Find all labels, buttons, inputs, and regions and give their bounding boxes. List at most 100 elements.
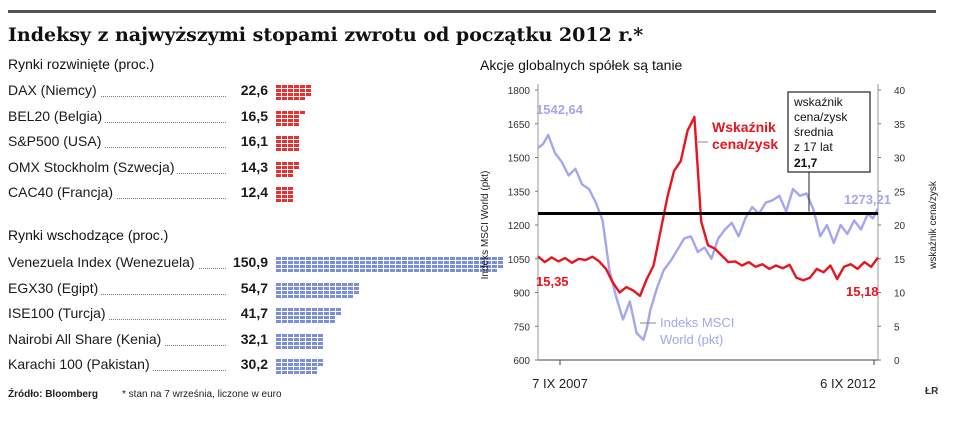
bar-cell <box>276 359 281 362</box>
bar-cell <box>276 93 281 96</box>
bar-cell <box>282 118 287 122</box>
bar-cell <box>378 257 383 260</box>
bar-cell <box>486 269 491 272</box>
bar-cell <box>480 269 485 272</box>
bar-cell <box>324 265 329 268</box>
bar-cell <box>282 173 287 177</box>
bar-cell <box>456 269 461 272</box>
bar-cell <box>312 312 317 315</box>
y-right-tick-label: 20 <box>894 221 906 232</box>
bar-cell <box>468 265 473 268</box>
developed-row: S&P500 (USA) 16,1 <box>0 133 470 153</box>
bar-cell <box>312 308 317 311</box>
bar-cell <box>390 265 395 268</box>
bar-cell <box>288 169 293 173</box>
bar-cell <box>354 257 359 260</box>
row-value: 30,2 <box>240 356 268 372</box>
bar-cell <box>288 320 293 323</box>
leader-dots <box>10 319 226 320</box>
bar-cell <box>330 320 335 323</box>
bar-cell <box>330 312 335 315</box>
bar-cell <box>306 286 311 290</box>
bar-cell <box>282 312 287 315</box>
bar-cell <box>306 290 311 294</box>
bar-cell <box>312 341 317 345</box>
bar-cell <box>282 199 287 202</box>
bar-cell <box>276 148 281 151</box>
bar-cell <box>300 290 305 294</box>
average-annotation-text: z 17 lat <box>794 140 833 154</box>
bar-cell <box>420 257 425 260</box>
bar-cell <box>282 320 287 323</box>
bar-cell <box>486 265 491 268</box>
bar-cell <box>462 261 467 264</box>
y-left-tick-label: 1050 <box>508 255 531 266</box>
bar-cell <box>324 316 329 319</box>
y-left-tick-label: 1650 <box>508 120 531 131</box>
bar-cell <box>288 140 293 143</box>
bar-cell <box>276 286 281 290</box>
bar-cell <box>306 316 311 319</box>
developed-row: CAC40 (Francja) 12,4 <box>0 184 470 204</box>
bar-cell <box>282 290 287 294</box>
bar-cell <box>486 257 491 260</box>
bar-cell <box>318 316 323 319</box>
bar-cell <box>408 265 413 268</box>
bar-cell <box>288 294 293 298</box>
y-right-tick-label: 5 <box>894 322 900 333</box>
bar-cell <box>342 269 347 272</box>
y-right-tick-label: 40 <box>894 86 906 97</box>
bar-cell <box>288 286 293 290</box>
bar-cell <box>276 118 281 122</box>
bar-cell <box>348 261 353 264</box>
bar-cell <box>282 195 287 198</box>
y-left-tick-label: 600 <box>513 356 530 367</box>
row-label: CAC40 (Francja) <box>8 184 117 200</box>
bar-cell <box>276 257 281 260</box>
bar-cell <box>468 257 473 260</box>
bar-cell <box>300 89 305 92</box>
bar-cell <box>276 89 281 92</box>
bar-cell <box>288 371 293 374</box>
row-value: 32,1 <box>240 330 268 347</box>
bar-cell <box>492 261 497 264</box>
bar-cell <box>432 261 437 264</box>
bar-cell <box>276 165 281 169</box>
bar-cell <box>282 333 287 337</box>
row-value: 14,3 <box>240 158 268 175</box>
bar-cell <box>456 257 461 260</box>
bar-cell <box>390 269 395 272</box>
bar-cell <box>288 89 293 92</box>
bar-cell <box>462 257 467 260</box>
bar-cell <box>420 269 425 272</box>
bar-cell <box>294 337 299 341</box>
bar-cell <box>330 286 335 290</box>
bar-cell <box>312 363 317 366</box>
bar-cell <box>300 261 305 264</box>
row-value: 22,6 <box>240 82 268 98</box>
bar-cell <box>300 282 305 286</box>
bar-cell <box>276 161 281 165</box>
y-right-tick-label: 15 <box>894 255 906 266</box>
bar-cell <box>414 265 419 268</box>
bar-cell <box>462 265 467 268</box>
y-left-tick-label: 1200 <box>508 221 531 232</box>
bar-cell <box>318 337 323 341</box>
bar-cell <box>348 282 353 286</box>
y-left-axis-title: Indeks MSCI World (pkt) <box>480 171 491 280</box>
bar-cell <box>276 173 281 177</box>
bar-cell <box>294 320 299 323</box>
bar-cell <box>336 286 341 290</box>
bar-cell <box>324 261 329 264</box>
bar-cell <box>312 333 317 337</box>
row-label: DAX (Niemcy) <box>8 82 100 98</box>
bar-cell <box>300 294 305 298</box>
bar-cell <box>282 337 287 341</box>
bar-cell <box>312 282 317 286</box>
bar-cell <box>324 286 329 290</box>
bar-cell <box>288 161 293 165</box>
row-label: S&P500 (USA) <box>8 133 105 149</box>
bar-cell <box>276 191 281 194</box>
bar-cell <box>318 312 323 315</box>
bar-cell <box>288 367 293 370</box>
